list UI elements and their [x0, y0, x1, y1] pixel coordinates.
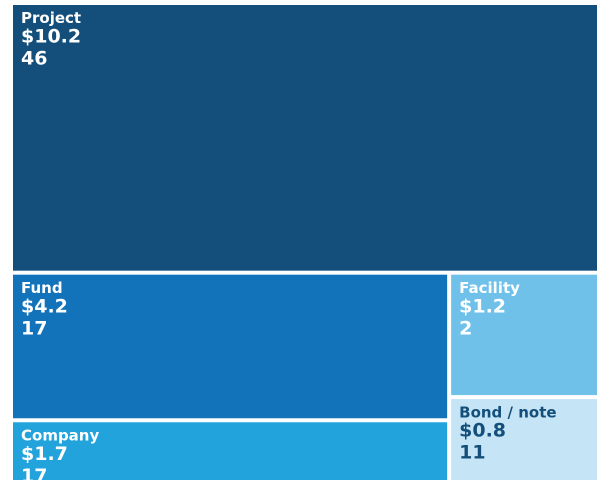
tile-value: $4.2 [21, 295, 68, 317]
tile-count: 17 [21, 317, 47, 339]
tile-label: Project [21, 9, 81, 27]
tile-label: Fund [21, 279, 63, 297]
tile-count: 17 [21, 465, 47, 480]
tile [451, 274, 597, 396]
tile-label: Facility [459, 279, 520, 297]
tile-count: 46 [21, 48, 47, 70]
tile-value: $0.8 [459, 420, 506, 442]
tile-label: Bond / note [459, 403, 556, 421]
tile-value: $1.2 [459, 295, 506, 317]
tile-label: Company [21, 426, 99, 444]
tile [451, 399, 597, 480]
tile-count: 11 [459, 442, 485, 464]
tile-count: 2 [459, 317, 472, 339]
tile-value: $1.7 [21, 443, 68, 465]
tile [13, 422, 448, 480]
tile-value: $10.2 [21, 26, 81, 48]
tile [13, 274, 448, 419]
tile [13, 5, 597, 271]
